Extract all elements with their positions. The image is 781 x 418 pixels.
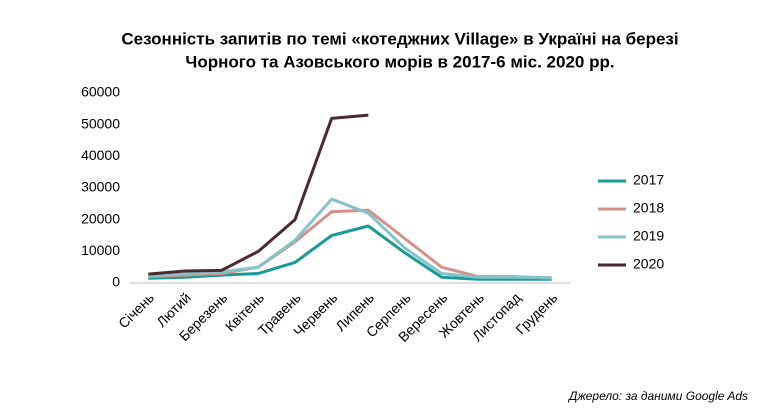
legend-label: 2018 (633, 200, 664, 216)
chart-title: Сезонність запитів по темі «котеджних Vi… (121, 29, 678, 48)
legend-label: 2020 (633, 256, 664, 272)
y-tick-label: 40000 (81, 147, 120, 163)
y-tick-label: 50000 (81, 115, 120, 131)
y-tick-label: 0 (112, 274, 120, 290)
series-line (148, 113, 369, 276)
chart-title: Чорного та Азовського морів в 2017-6 міс… (185, 52, 614, 71)
series-line (148, 208, 552, 280)
y-tick-label: 60000 (81, 84, 120, 100)
y-tick-label: 20000 (81, 210, 120, 226)
x-tick-label: Січень (115, 289, 157, 331)
y-tick-label: 10000 (81, 242, 120, 258)
legend-label: 2017 (633, 172, 664, 188)
legend-label: 2019 (633, 228, 664, 244)
source: Джерело: за даними Google Ads (567, 389, 748, 403)
y-tick-label: 30000 (81, 179, 120, 195)
series-line (148, 224, 552, 281)
series-line (148, 197, 552, 280)
